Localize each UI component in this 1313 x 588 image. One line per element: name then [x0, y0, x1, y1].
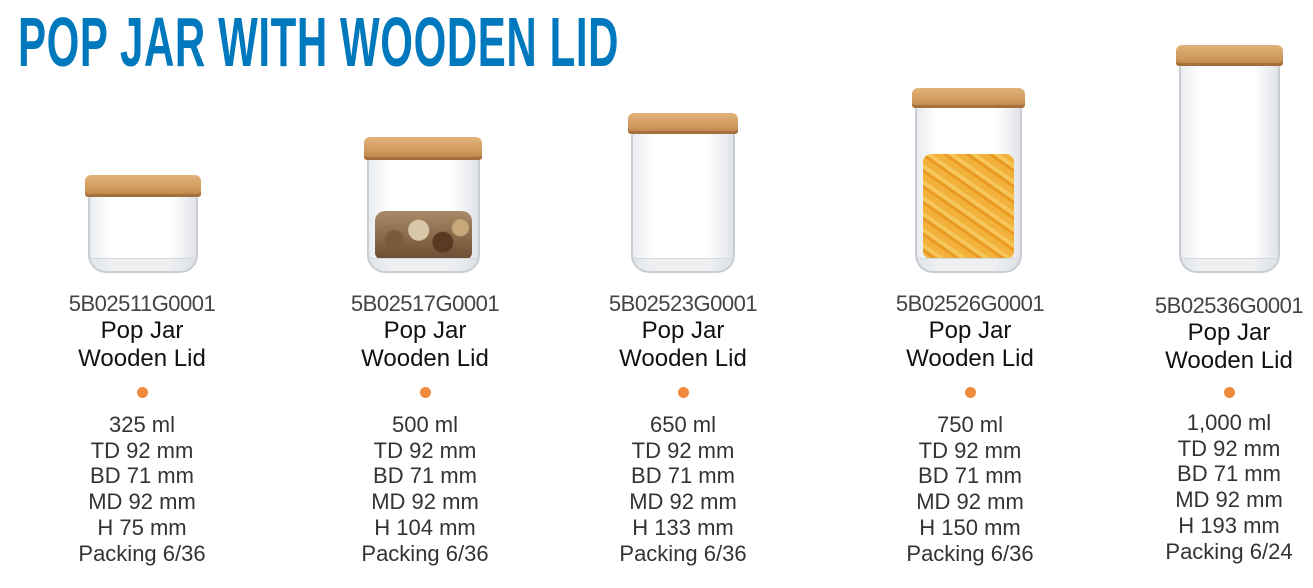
capacity: 500 ml	[391, 412, 459, 437]
product-code: 5B02536G0001	[1154, 293, 1304, 318]
product-code: 5B02517G0001	[350, 291, 500, 316]
height: H 75 mm	[97, 514, 187, 540]
mouth-diameter: MD 92 mm	[1175, 487, 1283, 513]
product-name-line2: Wooden Lid	[906, 345, 1034, 372]
top-diameter: TD 92 mm	[631, 437, 735, 463]
product-name: Pop Jar	[928, 317, 1012, 344]
product-name: Pop Jar	[641, 317, 725, 344]
bullet-dot	[419, 387, 431, 398]
mouth-diameter: MD 92 mm	[916, 489, 1024, 515]
product-500ml: 5B02517G0001 Pop Jar Wooden Lid 500 ml T…	[305, 291, 545, 566]
packing: Packing 6/36	[78, 540, 206, 566]
height: H 104 mm	[374, 514, 476, 540]
wooden-lid	[912, 88, 1025, 108]
bullet-dot	[677, 387, 689, 398]
bullet-dot	[964, 387, 976, 398]
product-code: 5B02511G0001	[68, 291, 216, 316]
top-diameter: TD 92 mm	[918, 437, 1022, 463]
height: H 133 mm	[632, 514, 734, 540]
product-325ml: 5B02511G0001 Pop Jar Wooden Lid 325 ml T…	[22, 291, 262, 566]
product-name-line2: Wooden Lid	[619, 345, 747, 372]
product-name-line2: Wooden Lid	[361, 345, 489, 372]
page-title: POP JAR WITH WOODEN LID	[18, 3, 620, 81]
bullet-dot	[1223, 387, 1235, 398]
wooden-lid	[85, 175, 201, 197]
top-diameter: TD 92 mm	[90, 437, 194, 463]
product-750ml: 5B02526G0001 Pop Jar Wooden Lid 750 ml T…	[850, 291, 1090, 566]
product-name: Pop Jar	[383, 317, 467, 344]
mouth-diameter: MD 92 mm	[371, 489, 479, 515]
bottom-diameter: BD 71 mm	[631, 463, 735, 489]
mouth-diameter: MD 92 mm	[88, 489, 196, 515]
mouth-diameter: MD 92 mm	[629, 489, 737, 515]
capacity: 1,000 ml	[1186, 410, 1272, 435]
bottom-diameter: BD 71 mm	[373, 463, 477, 489]
capacity: 650 ml	[649, 412, 717, 437]
capacity: 750 ml	[936, 412, 1004, 437]
product-code: 5B02523G0001	[608, 291, 758, 316]
product-name: Pop Jar	[100, 317, 184, 344]
wooden-lid	[1176, 45, 1283, 66]
bottom-diameter: BD 71 mm	[1177, 461, 1281, 487]
packing: Packing 6/36	[906, 540, 1034, 566]
wooden-lid	[628, 113, 738, 134]
top-diameter: TD 92 mm	[1177, 435, 1281, 461]
packing: Packing 6/36	[361, 540, 489, 566]
bottom-diameter: BD 71 mm	[918, 463, 1022, 489]
product-name-line2: Wooden Lid	[1165, 347, 1293, 374]
wooden-lid	[364, 137, 482, 160]
product-name-line2: Wooden Lid	[78, 345, 206, 372]
top-diameter: TD 92 mm	[373, 437, 477, 463]
product-650ml: 5B02523G0001 Pop Jar Wooden Lid 650 ml T…	[563, 291, 803, 566]
product-code: 5B02526G0001	[895, 291, 1045, 316]
product-1000ml: 5B02536G0001 Pop Jar Wooden Lid 1,000 ml…	[1109, 293, 1313, 564]
height: H 193 mm	[1178, 512, 1280, 538]
bullet-dot	[136, 387, 148, 398]
packing: Packing 6/36	[619, 540, 747, 566]
product-name: Pop Jar	[1187, 319, 1271, 346]
packing: Packing 6/24	[1165, 538, 1293, 564]
height: H 150 mm	[919, 514, 1021, 540]
bottom-diameter: BD 71 mm	[90, 463, 194, 489]
capacity: 325 ml	[108, 412, 176, 437]
